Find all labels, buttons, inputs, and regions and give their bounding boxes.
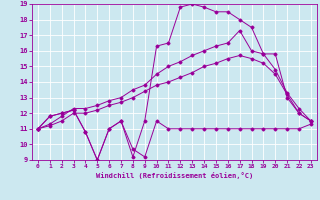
X-axis label: Windchill (Refroidissement éolien,°C): Windchill (Refroidissement éolien,°C) [96, 172, 253, 179]
